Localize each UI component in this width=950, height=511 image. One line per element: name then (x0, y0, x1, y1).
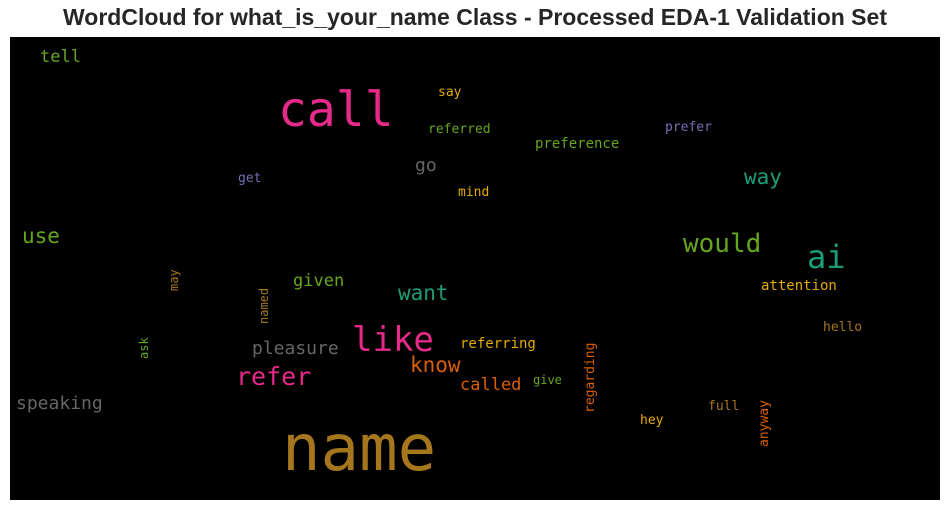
word-ask: ask (137, 337, 151, 359)
word-speaking: speaking (16, 393, 103, 414)
wordcloud-canvas: name call like ai would refer want know way use sp… (10, 37, 940, 500)
word-refer: refer (236, 362, 312, 391)
word-anyway: anyway (757, 400, 772, 447)
word-get: get (238, 171, 262, 186)
chart-title: WordCloud for what_is_your_name Class - … (63, 4, 887, 30)
word-named: named (257, 287, 271, 324)
word-would: would (683, 229, 762, 259)
word-referred: referred (428, 122, 491, 137)
word-pleasure: pleasure (252, 338, 339, 359)
word-hello: hello (823, 320, 863, 335)
word-may: may (167, 269, 181, 291)
word-way: way (744, 165, 782, 189)
word-like: like (352, 320, 434, 360)
word-name: name (282, 412, 437, 486)
word-say: say (438, 85, 462, 100)
word-mind: mind (458, 185, 490, 200)
word-regarding: regarding (583, 342, 598, 413)
word-know: know (410, 353, 461, 377)
word-full: full (708, 399, 740, 414)
word-tell: tell (40, 47, 81, 67)
word-referring: referring (460, 336, 536, 352)
word-called: called (460, 375, 522, 395)
word-go: go (415, 155, 437, 176)
word-want: want (398, 281, 449, 305)
word-use: use (22, 224, 60, 248)
word-call: call (278, 82, 394, 138)
word-ai: ai (807, 238, 846, 276)
word-attention: attention (761, 278, 837, 294)
word-given: given (293, 271, 345, 291)
word-give: give (533, 373, 562, 387)
word-hey: hey (640, 413, 664, 428)
word-preference: preference (535, 136, 620, 152)
word-prefer: prefer (665, 120, 712, 135)
